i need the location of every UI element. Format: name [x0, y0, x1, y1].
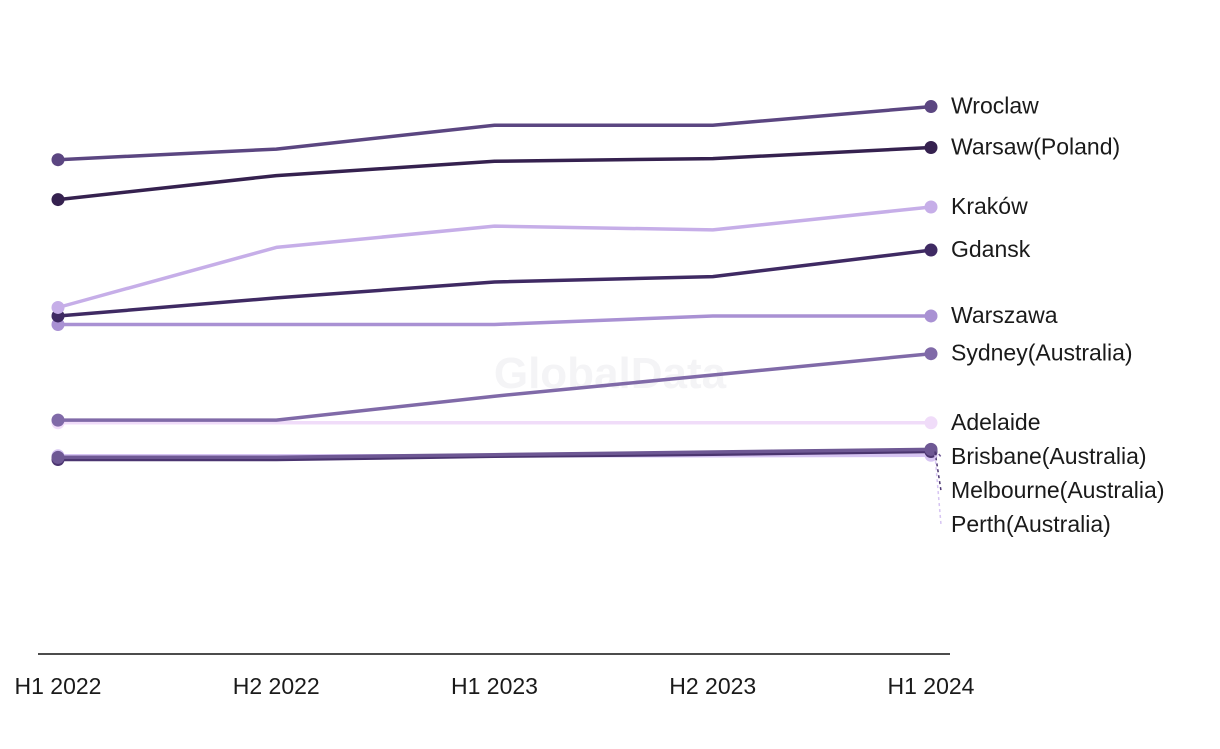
series-label-warsaw-poland: Warsaw(Poland) — [951, 133, 1120, 159]
series-label-wroclaw: Wroclaw — [951, 93, 1039, 119]
series-label-sydney-australia: Sydney(Australia) — [951, 340, 1133, 366]
x-tick-label: H1 2024 — [888, 673, 975, 699]
series-line-gdansk — [57, 248, 932, 318]
x-tick-label: H1 2023 — [451, 673, 538, 699]
watermark: GlobalData — [494, 349, 727, 398]
series-label-krak-w: Kraków — [951, 193, 1028, 219]
point-sydney-australia — [51, 413, 65, 427]
leader-perth-australia — [934, 455, 942, 525]
x-tick-label: H2 2023 — [669, 673, 756, 699]
point-warsaw-poland — [51, 193, 65, 207]
x-tick-label: H1 2022 — [15, 673, 102, 699]
point-brisbane-australia — [51, 450, 65, 464]
point-warszawa — [924, 309, 938, 323]
series-label-gdansk: Gdansk — [951, 236, 1031, 262]
series-label-brisbane-australia: Brisbane(Australia) — [951, 443, 1147, 469]
x-tick-label: H2 2022 — [233, 673, 320, 699]
series-line-wroclaw — [57, 104, 932, 162]
point-gdansk — [924, 243, 938, 257]
point-brisbane-australia — [924, 442, 938, 456]
series-line-brisbane-australia — [58, 447, 932, 460]
point-krak-w — [924, 200, 938, 214]
series-label-melbourne-australia: Melbourne(Australia) — [951, 477, 1164, 503]
point-warsaw-poland — [924, 140, 938, 154]
leader-melbourne-australia — [934, 451, 942, 491]
series-label-perth-australia: Perth(Australia) — [951, 511, 1111, 537]
series-line-sydney-australia — [58, 351, 932, 422]
series-line-warsaw-poland — [57, 145, 932, 202]
series-line-warszawa — [58, 314, 931, 327]
point-krak-w — [51, 300, 65, 314]
series-label-adelaide: Adelaide — [951, 409, 1041, 435]
point-wroclaw — [924, 100, 938, 114]
series-label-warszawa: Warszawa — [951, 302, 1058, 328]
leader-brisbane-australia — [934, 448, 942, 458]
point-wroclaw — [51, 153, 65, 167]
point-sydney-australia — [924, 347, 938, 361]
point-adelaide — [924, 416, 938, 430]
series-line-krak-w — [57, 205, 932, 310]
